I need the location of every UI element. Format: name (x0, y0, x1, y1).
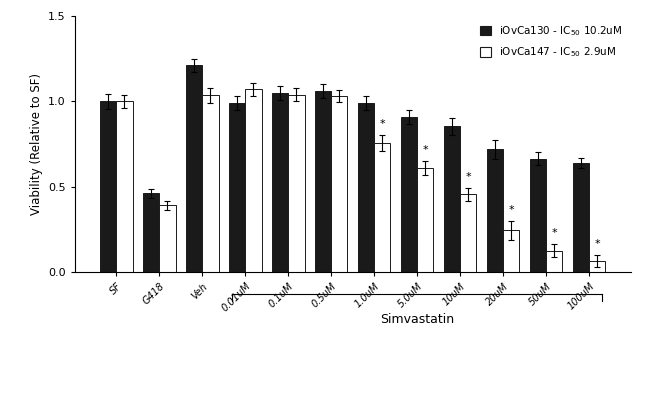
Text: *: * (551, 228, 557, 238)
Y-axis label: Viability (Relative to SF): Viability (Relative to SF) (29, 73, 42, 215)
Bar (272, 93, 288, 272)
Bar (229, 103, 245, 272)
Bar (487, 149, 503, 272)
Bar (315, 91, 331, 272)
Text: *: * (508, 205, 514, 215)
Bar (331, 96, 348, 272)
Text: *: * (422, 145, 428, 155)
Bar (288, 94, 304, 272)
Bar (546, 251, 562, 272)
Bar (573, 163, 589, 272)
Bar (100, 101, 116, 272)
Text: *: * (594, 239, 600, 249)
Bar (358, 103, 374, 272)
Bar (159, 206, 176, 272)
Bar (186, 66, 202, 272)
Legend: iOvCa130 - IC$_{50}$ 10.2uM, iOvCa147 - IC$_{50}$ 2.9uM: iOvCa130 - IC$_{50}$ 10.2uM, iOvCa147 - … (477, 21, 625, 62)
Bar (401, 117, 417, 272)
Bar (460, 194, 476, 272)
Bar (116, 101, 133, 272)
Bar (589, 261, 605, 272)
Bar (202, 95, 218, 272)
Bar (503, 230, 519, 272)
Bar (245, 89, 261, 272)
Text: *: * (380, 120, 385, 130)
Bar (143, 194, 159, 272)
Text: *: * (465, 172, 471, 182)
Text: Simvastatin: Simvastatin (380, 313, 454, 326)
Bar (417, 168, 434, 272)
Bar (530, 158, 546, 272)
Bar (444, 126, 460, 272)
Bar (374, 143, 391, 272)
